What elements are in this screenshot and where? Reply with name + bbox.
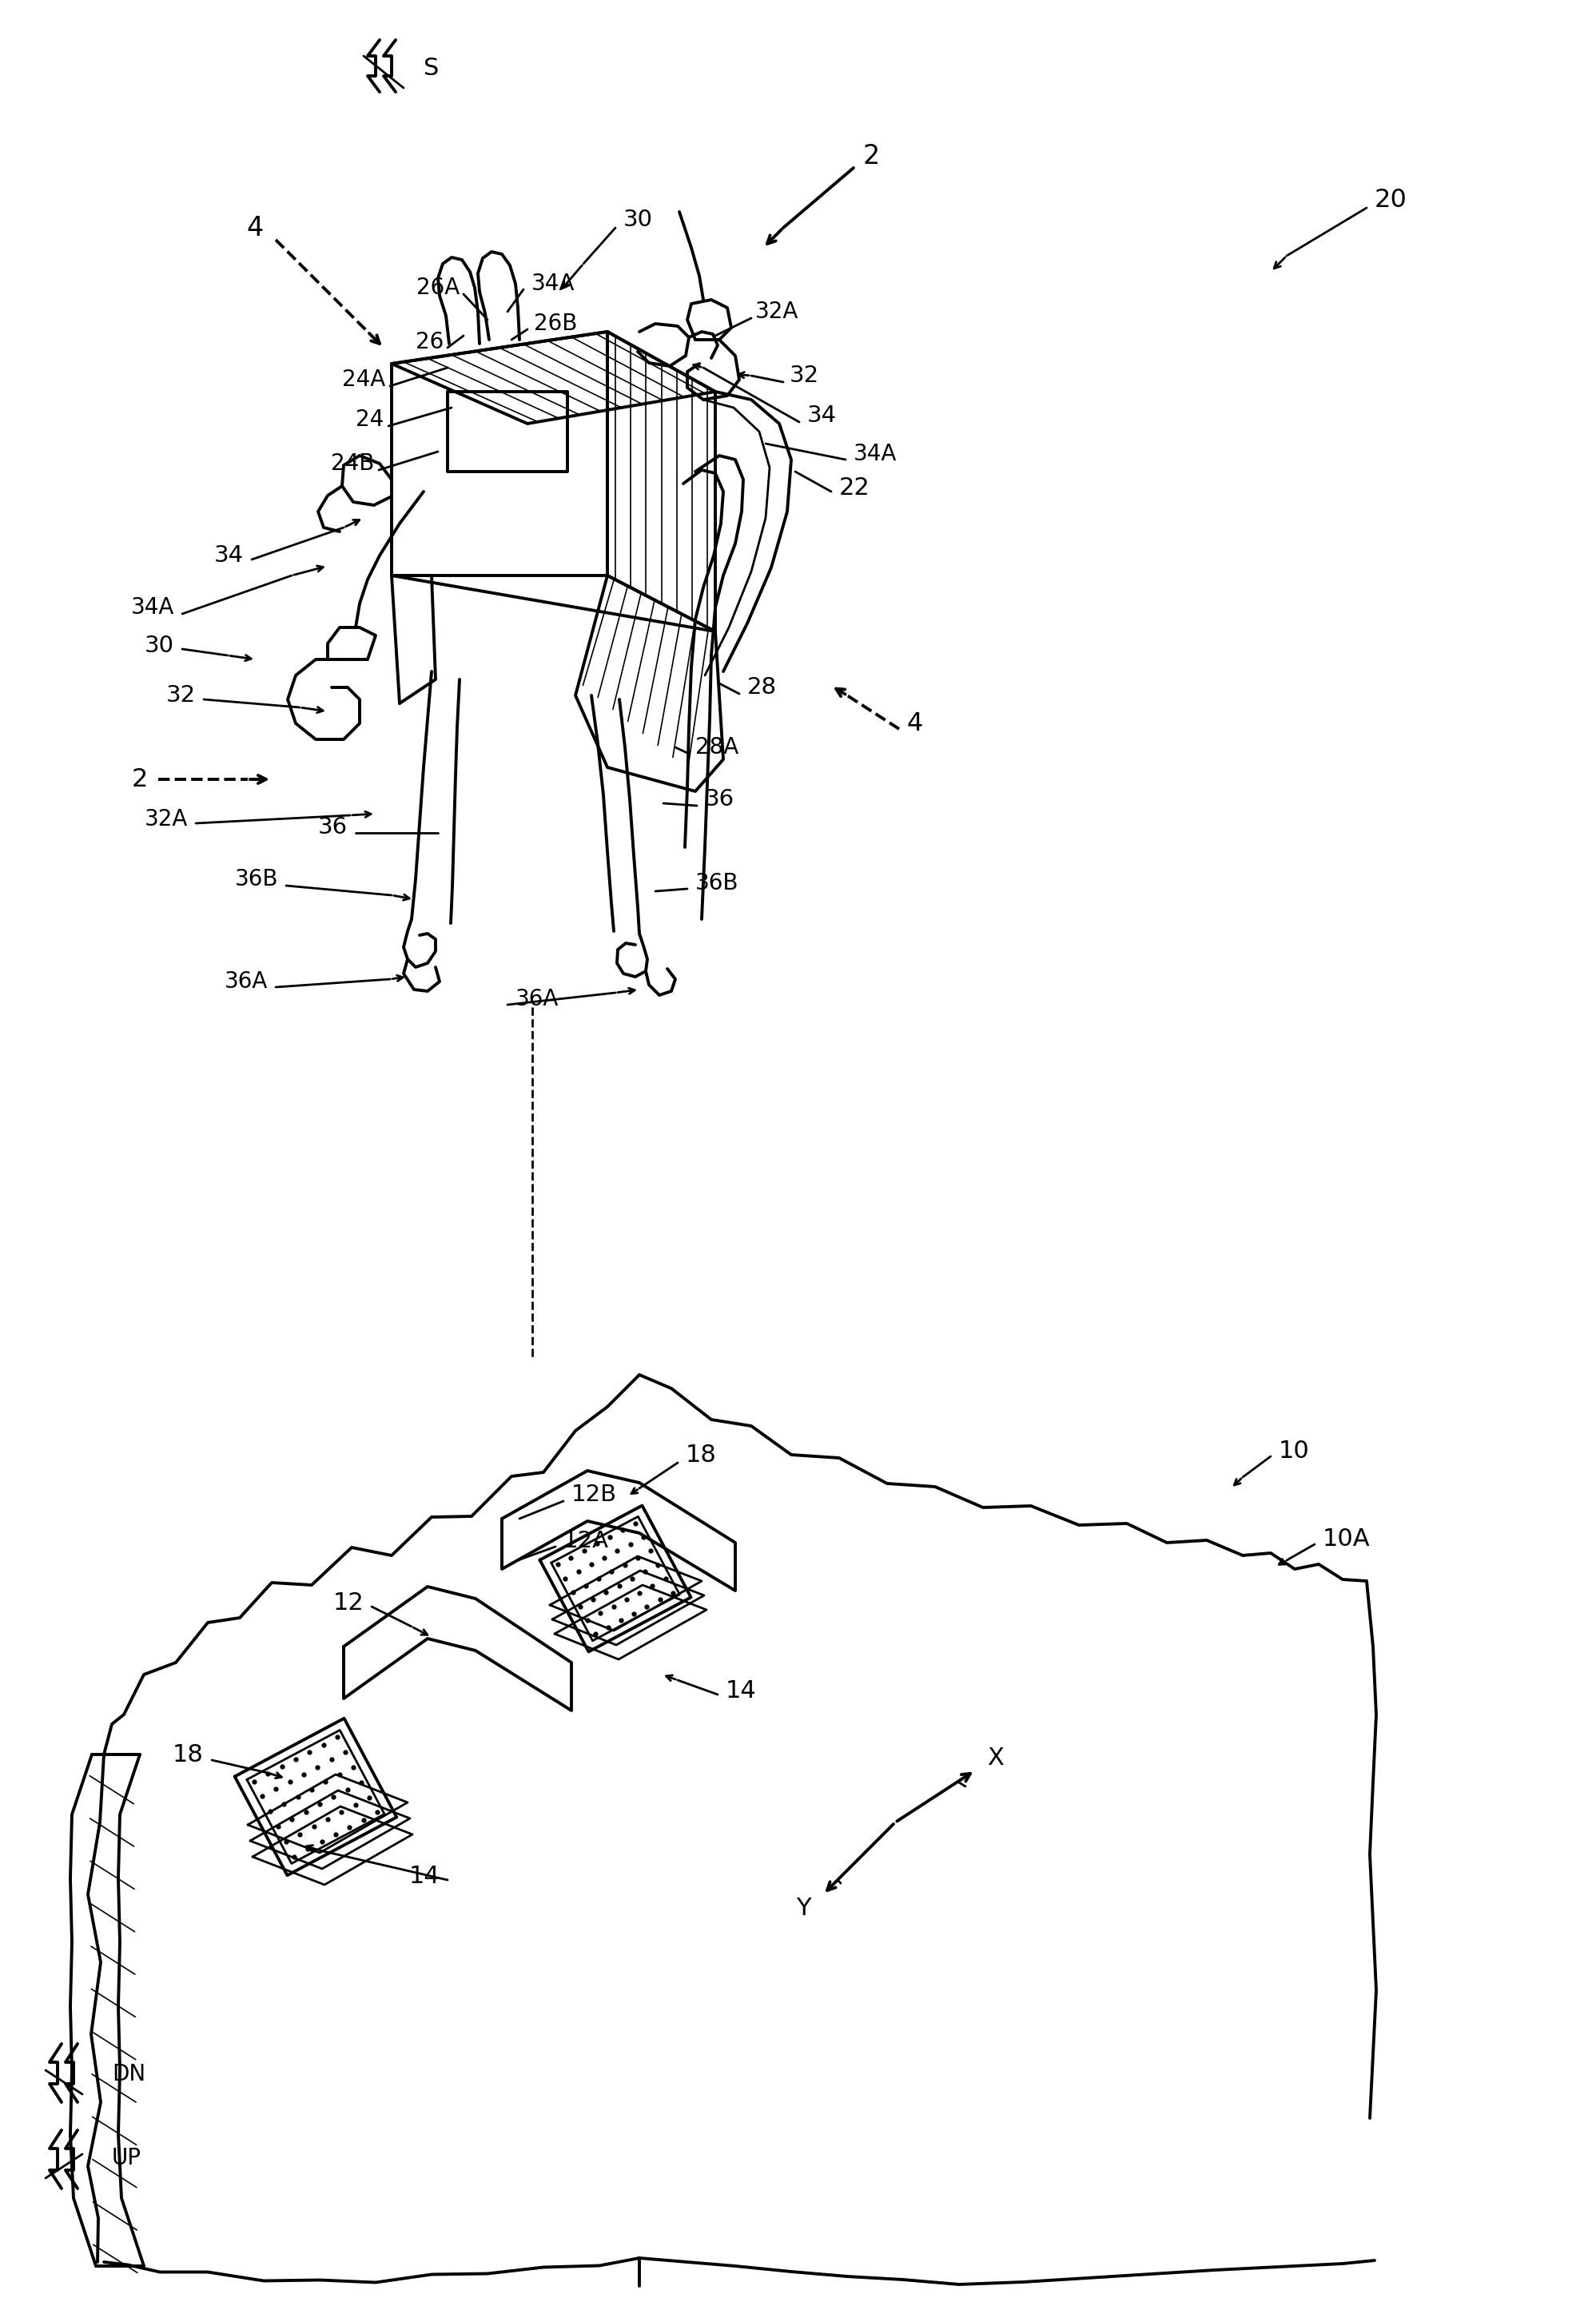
Text: 2: 2 — [863, 143, 881, 168]
Text: 36A: 36A — [516, 988, 559, 1011]
Text: 32A: 32A — [755, 302, 798, 322]
Text: 26: 26 — [415, 331, 444, 352]
Text: 32A: 32A — [144, 808, 188, 831]
Text: 20: 20 — [1374, 186, 1408, 212]
Text: 18: 18 — [172, 1743, 204, 1766]
Text: 14: 14 — [726, 1678, 757, 1701]
Text: 2: 2 — [131, 767, 148, 792]
Text: 24A: 24A — [342, 368, 385, 391]
Text: 28A: 28A — [696, 737, 739, 760]
Text: 12: 12 — [332, 1591, 364, 1614]
Text: 12A: 12A — [563, 1531, 610, 1552]
Text: 36: 36 — [705, 787, 734, 810]
Text: 4: 4 — [907, 711, 922, 737]
Text: 36B: 36B — [235, 868, 278, 891]
Text: 30: 30 — [145, 635, 174, 656]
Text: 4: 4 — [247, 214, 263, 242]
Text: 34: 34 — [808, 405, 836, 426]
Text: 34: 34 — [214, 543, 244, 566]
Text: 24: 24 — [356, 407, 383, 430]
Text: 34A: 34A — [131, 596, 174, 619]
Text: 32: 32 — [790, 364, 819, 387]
Text: 24B: 24B — [330, 453, 373, 474]
Text: 36A: 36A — [225, 971, 268, 992]
Text: 26B: 26B — [535, 313, 578, 334]
Text: 34A: 34A — [531, 272, 575, 295]
Text: 32: 32 — [166, 684, 196, 707]
Text: Y: Y — [796, 1897, 811, 1920]
Text: 36B: 36B — [696, 872, 739, 895]
Text: 14: 14 — [409, 1865, 439, 1888]
Text: 34A: 34A — [854, 442, 897, 465]
Text: UP: UP — [112, 2148, 142, 2168]
Text: 30: 30 — [624, 209, 653, 230]
Text: S: S — [423, 55, 439, 81]
Text: X: X — [986, 1747, 1004, 1770]
Text: 12B: 12B — [571, 1482, 618, 1506]
Text: DN: DN — [112, 2063, 145, 2086]
Text: 26A: 26A — [417, 276, 460, 299]
Text: 28: 28 — [747, 677, 777, 698]
Text: 10: 10 — [1278, 1439, 1310, 1462]
Text: 22: 22 — [839, 477, 870, 500]
Text: 10A: 10A — [1323, 1526, 1371, 1549]
Text: 18: 18 — [686, 1443, 717, 1466]
Text: 36: 36 — [318, 817, 348, 838]
